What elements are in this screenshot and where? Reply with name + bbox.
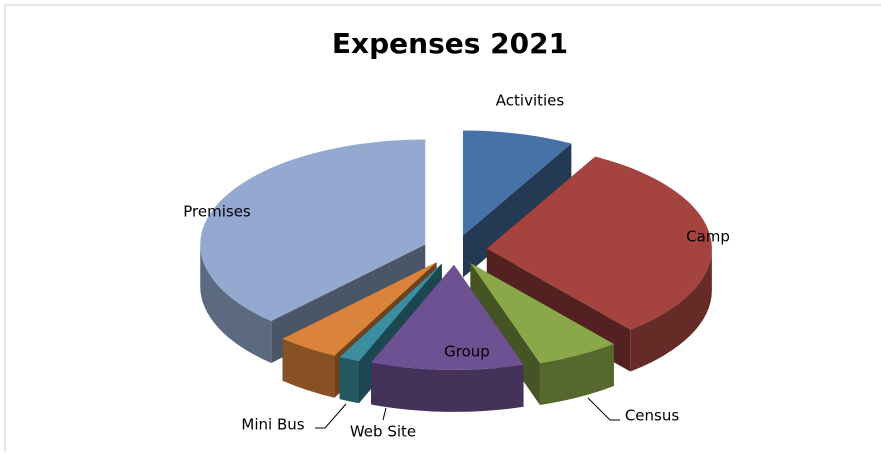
pie: [200, 130, 712, 412]
slice-label: Web Site: [350, 423, 416, 441]
slice-label: Camp: [686, 228, 730, 246]
slice: [462, 130, 572, 236]
slice-label: Mini Bus: [241, 416, 304, 434]
leader-line: [315, 403, 347, 429]
slice-label: Premises: [183, 203, 251, 221]
chart-border: [4, 4, 881, 452]
labels: Activities Camp Census Group Web Site Mini Bu…: [183, 92, 730, 441]
slice: [339, 263, 442, 362]
leader-line: [382, 407, 387, 421]
slice-label: Census: [625, 407, 680, 425]
slice-side: [630, 248, 712, 372]
slice-wall: [462, 143, 572, 278]
slice-label: Activities: [496, 92, 565, 110]
slice: [371, 264, 524, 370]
slice: [282, 262, 437, 356]
slice-label: Group: [444, 343, 490, 361]
slice-side: [371, 362, 524, 412]
leader-line: [587, 397, 620, 421]
slice-side: [200, 244, 272, 364]
chart-title: Expenses 2021: [332, 27, 568, 60]
slice-side: [539, 343, 614, 405]
slice-wall: [339, 263, 442, 400]
slice: [486, 156, 712, 330]
slice-side: [282, 338, 335, 398]
slice: [200, 139, 426, 322]
slice: [470, 263, 614, 363]
slice-side: [339, 357, 360, 404]
